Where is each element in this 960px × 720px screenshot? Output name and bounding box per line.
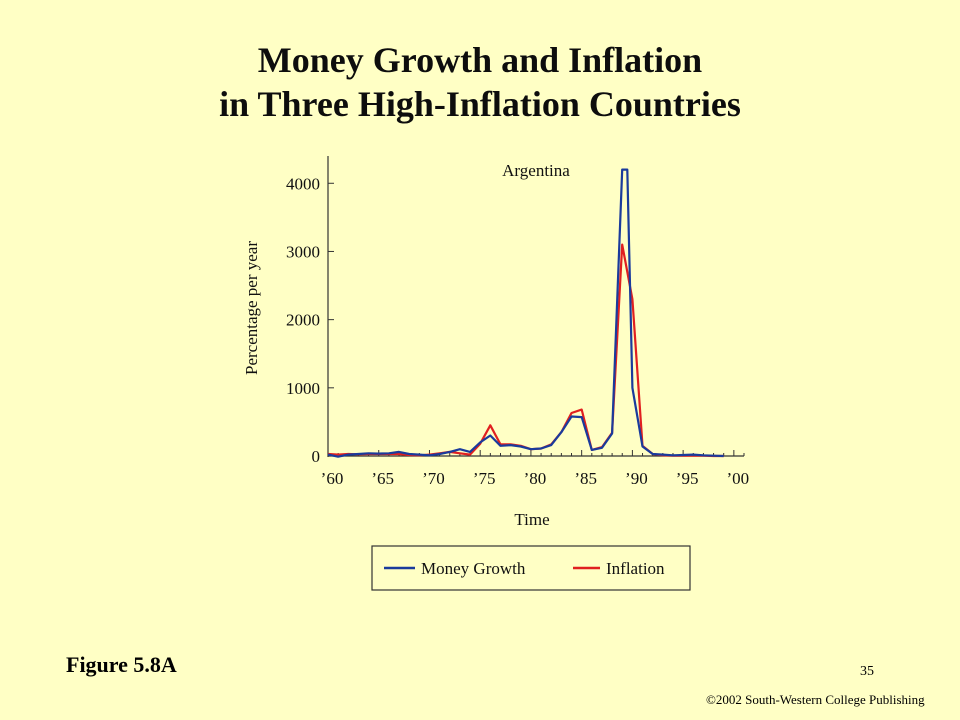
x-tick-label: ’70 — [422, 469, 445, 488]
y-tick-label: 3000 — [286, 242, 320, 261]
chart-axes — [327, 156, 744, 457]
chart-legend: Money Growth Inflation — [371, 545, 691, 591]
x-tick-label: ’60 — [321, 469, 344, 488]
y-axis-label: Percentage per year — [242, 241, 261, 375]
x-axis-label: Time — [514, 510, 549, 529]
legend-label-inflation: Inflation — [606, 559, 665, 578]
y-tick-label: 2000 — [286, 311, 320, 330]
chart-ticks: 0 1000 2000 3000 4000 ’60 ’65 ’70 ’75 ’80 ’85 ’90 ’9… — [286, 174, 749, 488]
slide-title: Money Growth and Inflation in Three High… — [0, 38, 960, 126]
copyright-notice: ©2002 South-Western College Publishing — [706, 692, 925, 707]
chart-title: Argentina — [502, 161, 570, 180]
y-tick-label: 0 — [312, 447, 321, 466]
chart-series — [327, 168, 724, 458]
y-tick-label: 4000 — [286, 174, 320, 193]
x-tick-label: ’00 — [727, 469, 750, 488]
inflation-line — [327, 243, 724, 458]
x-tick-label: ’95 — [676, 469, 699, 488]
page-number: 35 — [860, 664, 874, 679]
x-tick-label: ’85 — [574, 469, 597, 488]
x-tick-label: ’80 — [524, 469, 547, 488]
x-tick-label: ’75 — [473, 469, 496, 488]
legend-box — [371, 545, 691, 591]
x-tick-label: ’90 — [625, 469, 648, 488]
title-line-2: in Three High-Inflation Countries — [219, 84, 741, 124]
title-line-1: Money Growth and Inflation — [257, 40, 703, 80]
x-tick-label: ’65 — [371, 469, 394, 488]
legend-label-money-growth: Money Growth — [421, 559, 526, 578]
money-growth-line — [327, 168, 724, 458]
figure-label: Figure 5.8A — [66, 652, 177, 677]
y-tick-label: 1000 — [286, 379, 320, 398]
